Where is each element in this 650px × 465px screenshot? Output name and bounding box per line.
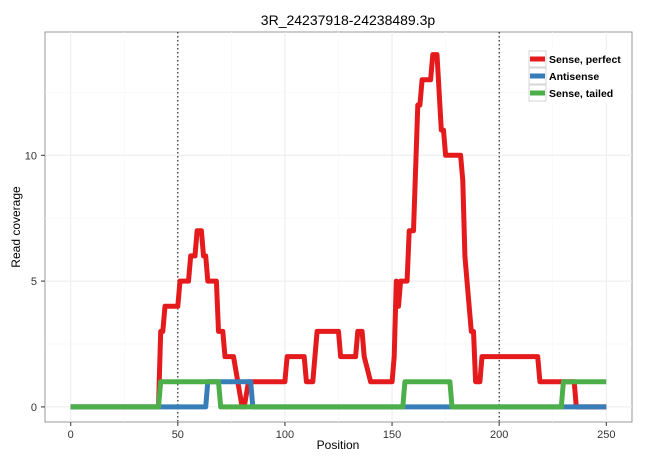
legend: Sense, perfect Antisense Sense, tailed <box>528 50 628 103</box>
y-tick-label: 5 <box>31 276 37 288</box>
y-tick-label: 0 <box>31 402 37 414</box>
x-tick-label: 200 <box>490 429 508 441</box>
legend-label: Sense, tailed <box>549 88 613 100</box>
legend-label: Sense, perfect <box>549 54 621 66</box>
legend-label: Antisense <box>549 71 599 83</box>
series-group <box>70 52 607 410</box>
axes: 0 50 100 150 200 250 0 5 10 <box>25 150 616 441</box>
x-tick-label: 50 <box>172 429 184 441</box>
x-tick-label: 250 <box>597 429 615 441</box>
x-axis-label: Position <box>317 438 360 452</box>
x-tick-label: 100 <box>276 429 294 441</box>
chart-title: 3R_24237918-24238489.3p <box>261 12 436 28</box>
x-tick-label: 150 <box>383 429 401 441</box>
y-tick-label: 10 <box>25 150 37 162</box>
y-axis-label: Read coverage <box>9 186 23 268</box>
series-line-sense-tailed <box>70 379 607 410</box>
x-tick-label: 0 <box>68 429 74 441</box>
series-line-sense-perfect <box>70 52 607 410</box>
